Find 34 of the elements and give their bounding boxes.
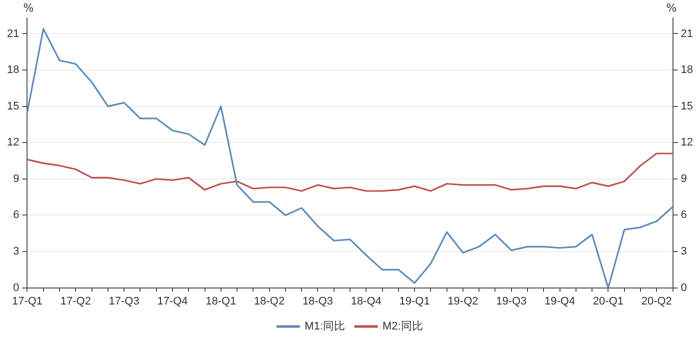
x-tick-label: 17-Q4 xyxy=(157,295,188,308)
y-tick-label: 0 xyxy=(13,282,20,294)
y2-tick-label: 0 xyxy=(680,282,687,294)
x-tick-label: 18-Q4 xyxy=(350,295,382,308)
x-tick-label: 19-Q1 xyxy=(399,295,430,308)
y-axis-title: % xyxy=(23,1,34,14)
y-tick-label: 9 xyxy=(13,172,20,185)
x-tick-label: 17-Q2 xyxy=(60,295,91,308)
y-tick-label: 3 xyxy=(13,246,20,258)
x-tick-label: 17-Q1 xyxy=(12,295,43,308)
y-tick-label: 18 xyxy=(6,64,20,76)
x-tick-label: 20-Q2 xyxy=(641,295,672,308)
y2-tick-label: 12 xyxy=(680,136,694,149)
legend-label: M1:同比 xyxy=(304,320,346,333)
y2-tick-label: 6 xyxy=(680,209,687,222)
y-tick-label: 12 xyxy=(6,136,20,149)
y2-tick-label: 15 xyxy=(680,100,694,112)
x-tick-label: 18-Q2 xyxy=(254,295,285,308)
x-tick-label: 19-Q3 xyxy=(496,295,527,308)
x-tick-label: 19-Q4 xyxy=(544,295,576,308)
x-tick-label: 17-Q3 xyxy=(108,295,140,308)
x-tick-label: 19-Q2 xyxy=(448,295,478,308)
y2-axis-title: % xyxy=(666,1,677,14)
x-tick-label: 18-Q3 xyxy=(302,295,334,308)
x-tick-label: 20-Q1 xyxy=(592,295,624,308)
y2-tick-label: 21 xyxy=(680,28,694,40)
y2-tick-label: 9 xyxy=(680,172,687,185)
y2-tick-label: 3 xyxy=(680,246,687,258)
y-tick-label: 6 xyxy=(13,209,20,222)
y-tick-label: 15 xyxy=(6,100,20,112)
legend-label: M2:同比 xyxy=(382,320,423,333)
y-tick-label: 21 xyxy=(6,28,20,40)
y2-tick-label: 18 xyxy=(680,64,694,76)
x-tick-label: 18-Q1 xyxy=(206,295,236,308)
